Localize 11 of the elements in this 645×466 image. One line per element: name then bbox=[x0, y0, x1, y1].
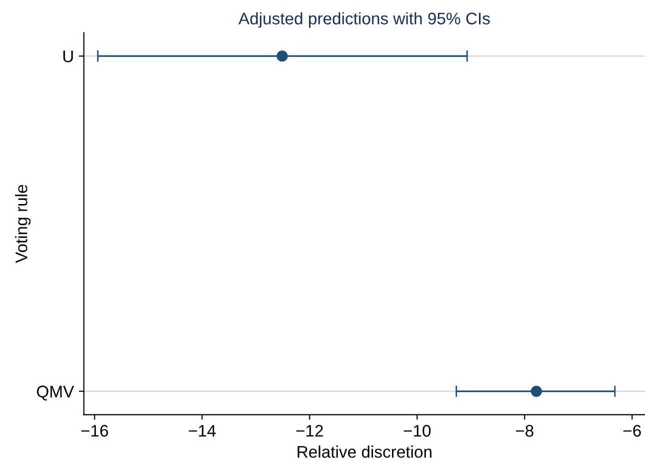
x-tick-label: −10 bbox=[404, 424, 431, 437]
x-tick-label: −6 bbox=[623, 424, 641, 437]
x-tick-label: −12 bbox=[296, 424, 323, 437]
y-axis-title: Voting rule bbox=[15, 185, 31, 263]
y-tick-label: U bbox=[63, 50, 73, 62]
x-tick-label: −16 bbox=[81, 424, 108, 437]
x-axis-title: Relative discretion bbox=[298, 446, 432, 458]
y-tick-label: QMV bbox=[36, 386, 74, 400]
text: Adjusted predictions with 95% CIs bbox=[238, 12, 490, 28]
x-tick-label: −8 bbox=[516, 424, 534, 437]
x-tick-label: −14 bbox=[188, 425, 216, 437]
